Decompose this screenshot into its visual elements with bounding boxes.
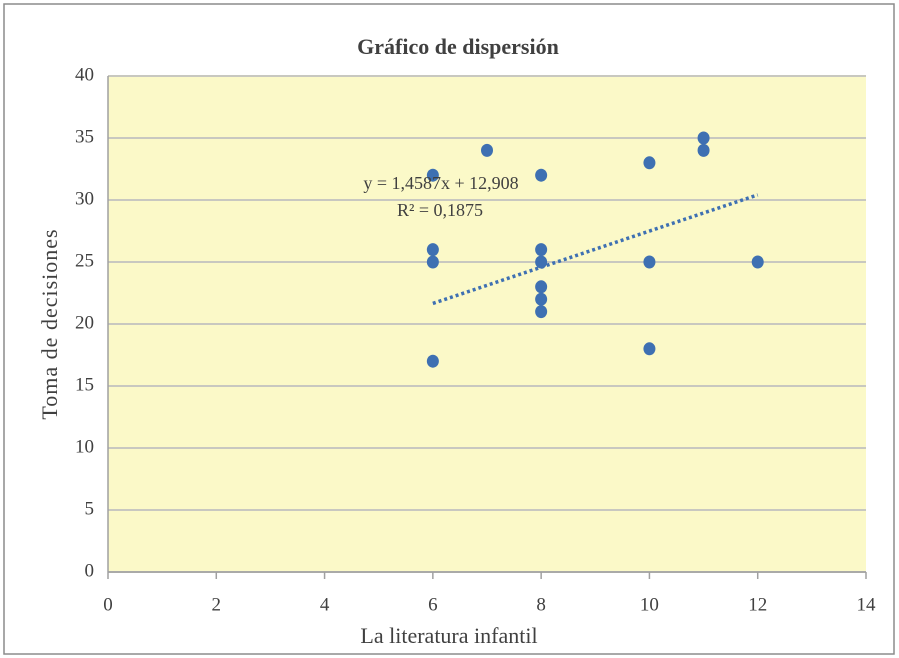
point (643, 342, 656, 356)
x-axis-label: La literatura infantil (360, 623, 537, 648)
chart-title: Gráfico de dispersión (357, 34, 559, 59)
y-tick-label: 25 (75, 250, 94, 271)
point (426, 168, 439, 182)
y-tick-label: 40 (75, 64, 94, 85)
point (535, 243, 548, 257)
point (535, 305, 548, 319)
x-tick-label: 10 (640, 594, 659, 615)
x-tick-label: 6 (428, 594, 438, 615)
point (751, 255, 764, 269)
point (643, 156, 656, 170)
y-tick-label: 30 (75, 188, 94, 209)
x-tick-label: 2 (212, 594, 222, 615)
point (535, 280, 548, 294)
point (426, 255, 439, 269)
x-tick-label: 4 (320, 594, 330, 615)
x-tick-label: 14 (857, 594, 877, 615)
y-tick-label: 5 (85, 498, 95, 519)
y-tick-label: 20 (75, 312, 94, 333)
point (426, 243, 439, 257)
trendline-equation: y = 1,4587x + 12,908 (363, 173, 518, 193)
x-tick-label: 8 (536, 594, 546, 615)
point (535, 168, 548, 182)
point (643, 255, 656, 269)
y-tick-label: 10 (75, 436, 94, 457)
y-tick-label: 0 (85, 560, 95, 581)
trendline-r-squared: R² = 0,1875 (397, 200, 483, 220)
point (426, 354, 439, 368)
point (535, 292, 548, 306)
point (535, 255, 548, 269)
point (481, 143, 493, 157)
point (697, 143, 710, 157)
y-axis-label: Toma de decisiones (37, 228, 62, 419)
x-tick-label: 12 (748, 594, 767, 615)
y-tick-label: 35 (75, 126, 94, 147)
y-tick-label: 15 (75, 374, 94, 395)
x-tick-label: 0 (103, 594, 113, 615)
point (697, 131, 710, 145)
